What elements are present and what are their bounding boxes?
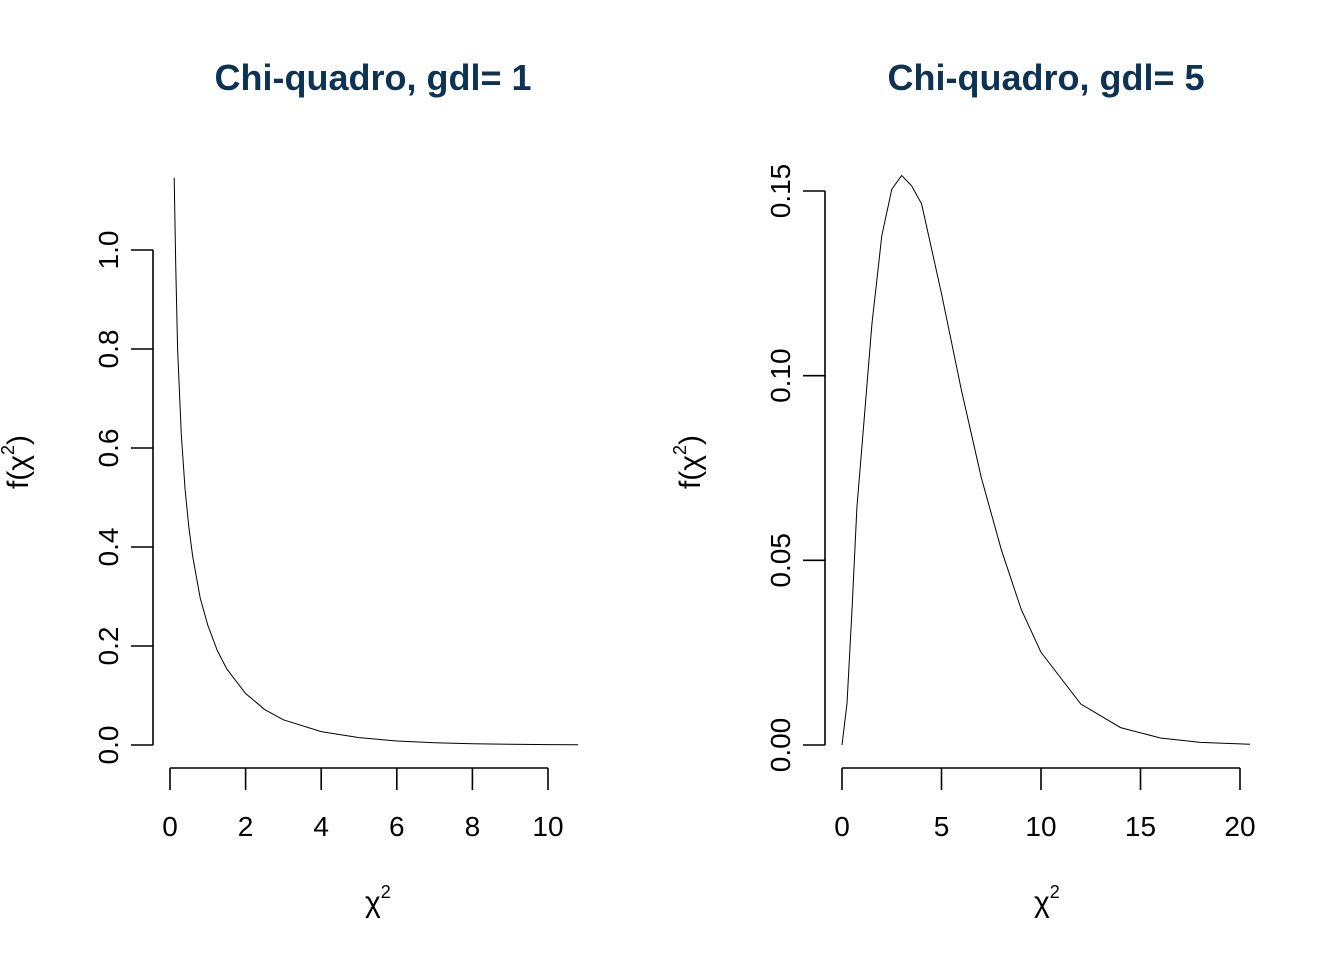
y-tick-label: 0.6 xyxy=(93,429,124,468)
y-tick-label: 0.10 xyxy=(765,348,796,403)
y-tick-label: 0.05 xyxy=(765,533,796,588)
x-tick-label: 6 xyxy=(389,811,405,842)
y-axis-label-close: ) xyxy=(674,435,707,445)
x-tick-label: 0 xyxy=(834,811,850,842)
y-tick-label: 0.2 xyxy=(93,627,124,666)
plot-area xyxy=(841,174,1251,746)
y-axis-label-text: f(χ xyxy=(674,455,707,489)
y-axis-label-text: f(χ xyxy=(2,455,35,489)
x-tick-label: 10 xyxy=(532,811,563,842)
y-tick-label: 0.0 xyxy=(93,726,124,765)
density-curve xyxy=(841,174,1251,746)
x-tick-label: 20 xyxy=(1224,811,1255,842)
chart-title: Chi-quadro, gdl= 5 xyxy=(887,57,1204,98)
panel-chi-square-df1: Chi-quadro, gdl= 1 0.0 0.2 0.4 0.6 0.8 1.0 0 2… xyxy=(0,57,579,919)
panel-chi-square-df5: Chi-quadro, gdl= 5 0.00 0.05 0.10 0.15 0 5 10… xyxy=(670,57,1256,919)
x-tick-label: 15 xyxy=(1125,811,1156,842)
x-tick-label: 8 xyxy=(465,811,481,842)
y-axis-label-exponent: 2 xyxy=(0,445,18,455)
y-tick-label: 0.00 xyxy=(765,718,796,773)
x-tick-label: 0 xyxy=(162,811,178,842)
x-axis-label: χ2 xyxy=(1034,882,1060,919)
x-axis: 0 5 10 15 20 xyxy=(834,767,1256,842)
x-axis-label: χ2 xyxy=(365,882,391,919)
x-axis-label-symbol: χ xyxy=(365,886,381,919)
plot-area xyxy=(173,177,579,746)
y-axis-label-exponent: 2 xyxy=(670,445,690,455)
y-axis-label-close: ) xyxy=(2,435,35,445)
y-tick-label: 0.8 xyxy=(93,330,124,369)
y-axis: 0.00 0.05 0.10 0.15 xyxy=(765,164,826,773)
x-axis-label-exponent: 2 xyxy=(1050,882,1060,902)
x-tick-label: 2 xyxy=(238,811,254,842)
x-axis: 0 2 4 6 8 10 xyxy=(162,767,564,842)
x-tick-label: 10 xyxy=(1025,811,1056,842)
y-axis: 0.0 0.2 0.4 0.6 0.8 1.0 xyxy=(93,231,154,765)
y-axis-label: f(χ2) xyxy=(0,435,35,489)
y-tick-label: 0.15 xyxy=(765,164,796,219)
y-tick-label: 0.4 xyxy=(93,528,124,567)
x-axis-label-symbol: χ xyxy=(1034,886,1050,919)
y-tick-label: 1.0 xyxy=(93,231,124,270)
y-axis-label: f(χ2) xyxy=(670,435,707,489)
x-tick-label: 4 xyxy=(313,811,329,842)
x-axis-label-exponent: 2 xyxy=(381,882,391,902)
x-tick-label: 5 xyxy=(934,811,950,842)
chart-title: Chi-quadro, gdl= 1 xyxy=(214,57,531,98)
density-curve xyxy=(173,177,579,746)
